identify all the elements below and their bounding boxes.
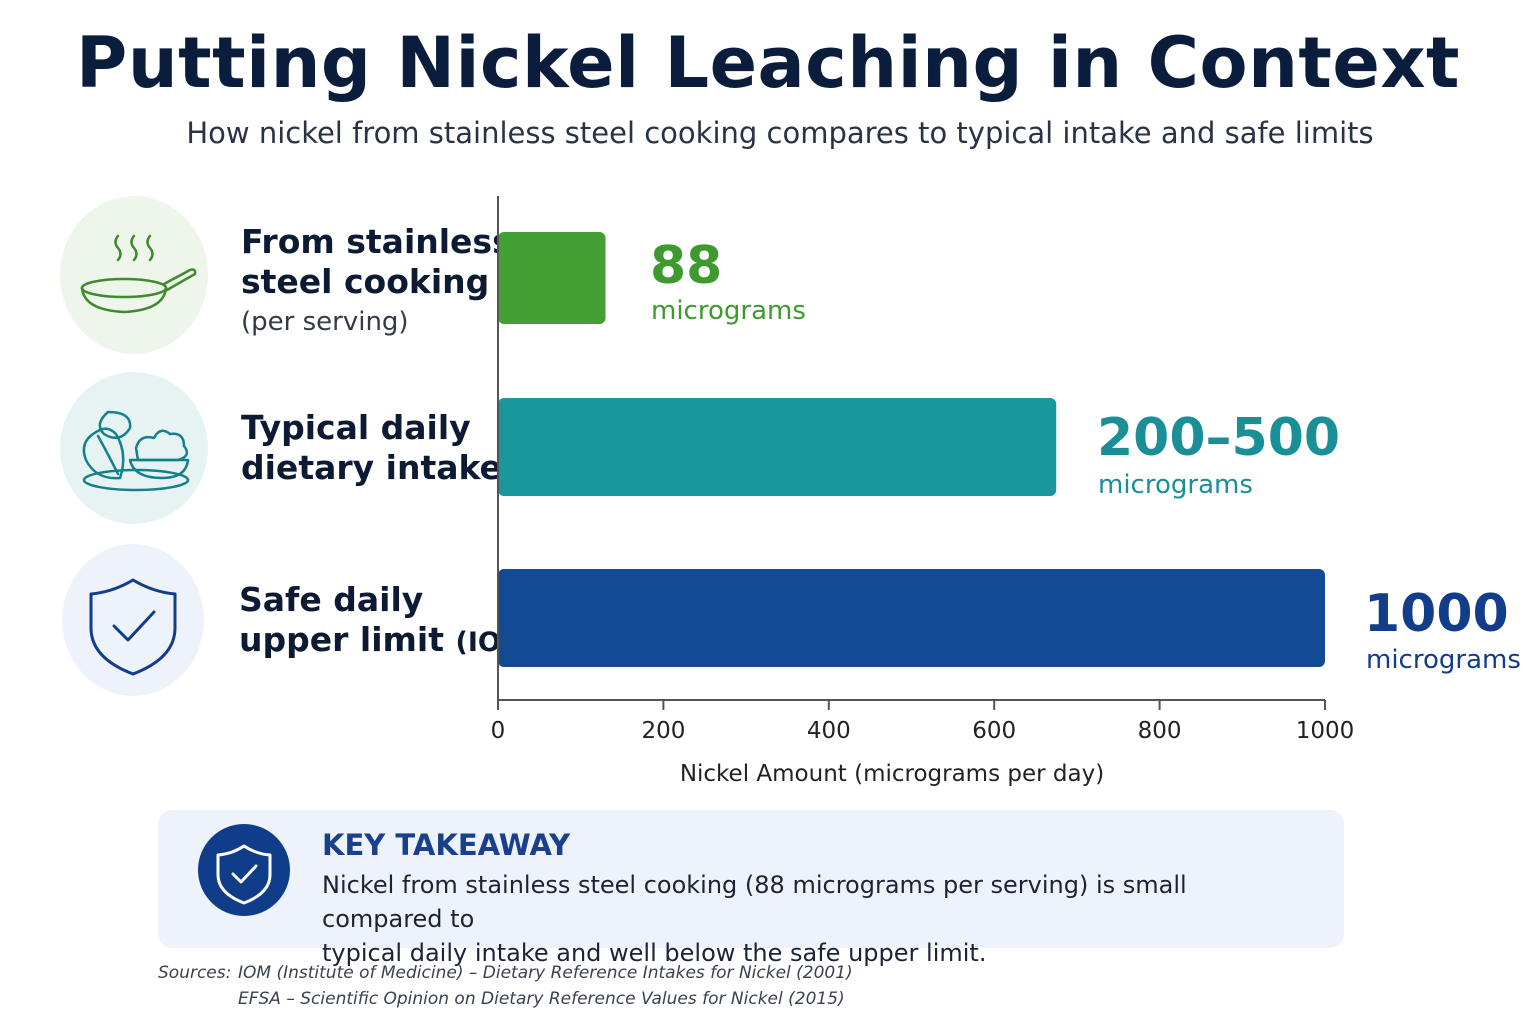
source-item: EFSA – Scientific Opinion on Dietary Ref…: [238, 989, 845, 1009]
x-tick-label: 600: [972, 718, 1016, 744]
page-subtitle: How nickel from stainless steel cooking …: [186, 116, 1374, 150]
sources: Sources: IOM (Institute of Medicine) – Di…: [158, 960, 853, 1012]
frying-pan-icon: [80, 234, 197, 314]
row-icon-cooking: [60, 196, 208, 354]
row-icon-diet: [60, 372, 208, 524]
takeaway-line2: typical daily intake and well below the …: [322, 939, 987, 967]
takeaway-icon-circle: [198, 824, 290, 916]
x-tick-label: 800: [1138, 718, 1182, 744]
bar-chart: 0 200 400 600 800 1000 Nickel Amount (microgra…: [491, 196, 1355, 787]
bar-2: [498, 569, 1325, 667]
row-label-sub: (per serving): [241, 307, 409, 337]
row-label-line2: dietary intake: [241, 448, 502, 487]
x-axis-label: Nickel Amount (micrograms per day): [680, 761, 1104, 787]
source-item: IOM (Institute of Medicine) – Dietary Re…: [238, 963, 853, 983]
value-label-cooking: 88: [650, 236, 723, 296]
value-label-limit: 1000: [1364, 584, 1509, 644]
row-label-cooking: From stainless steel cooking (per servin…: [241, 222, 512, 342]
bar-1: [498, 398, 1057, 496]
x-tick-label: 200: [641, 718, 685, 744]
unit-label-limit: micrograms: [1366, 645, 1521, 675]
value-label-diet: 200–500: [1097, 408, 1341, 468]
takeaway-text: Nickel from stainless steel cooking (88 …: [322, 868, 1282, 970]
row-label-diet: Typical daily dietary intake: [241, 408, 502, 488]
shield-check-icon: [89, 578, 177, 676]
key-takeaway-box: KEY TAKEAWAY Nickel from stainless steel…: [158, 810, 1344, 967]
row-label-line1: Safe daily: [239, 580, 424, 619]
page-title: Putting Nickel Leaching in Context: [76, 22, 1460, 104]
row-label-line2: steel cooking: [241, 262, 490, 301]
x-tick-label: 0: [491, 718, 506, 744]
row-icon-limit: [62, 544, 204, 696]
shield-check-icon: [216, 844, 272, 905]
unit-label-cooking: micrograms: [651, 296, 806, 326]
x-tick-label: 400: [807, 718, 851, 744]
salad-bowl-icon: [82, 410, 190, 492]
row-label-line1: Typical daily: [241, 408, 471, 447]
row-label-line2: upper limit: [239, 620, 444, 659]
row-label-line1: From stainless: [241, 222, 512, 261]
unit-label-diet: micrograms: [1098, 470, 1253, 500]
x-tick-label: 1000: [1296, 718, 1355, 744]
takeaway-line1: Nickel from stainless steel cooking (88 …: [322, 871, 1187, 933]
takeaway-heading: KEY TAKEAWAY: [322, 828, 571, 862]
sources-label: Sources:: [158, 963, 232, 983]
row-label-limit: Safe daily upper limit (IOM): [239, 580, 540, 663]
bar-0: [498, 232, 606, 324]
